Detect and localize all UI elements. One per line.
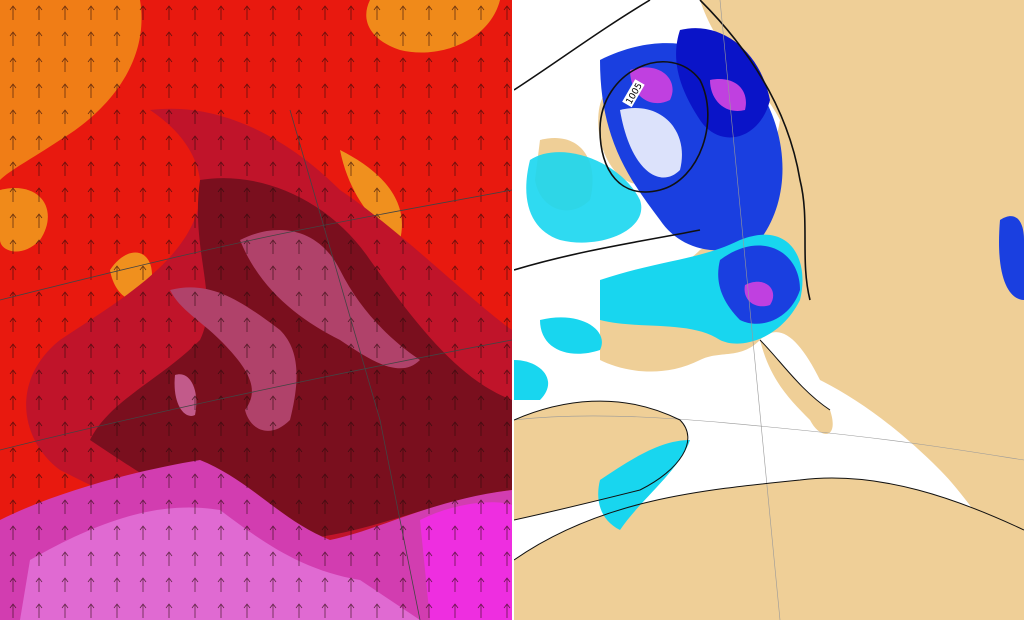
graticule <box>0 109 512 620</box>
precipitation-heavy <box>999 216 1024 300</box>
precipitation-extreme <box>744 281 774 307</box>
precipitation-light <box>598 440 690 530</box>
land <box>514 478 1024 620</box>
land <box>600 0 1024 560</box>
precipitation-map: 1005 <box>514 0 1024 620</box>
isobars <box>514 0 811 301</box>
divider <box>512 0 514 620</box>
isobar-label-box <box>622 79 645 108</box>
land <box>760 340 833 434</box>
coastlines <box>514 339 1024 561</box>
temperature-map <box>0 0 512 620</box>
graticule <box>514 0 1024 620</box>
precipitation-light <box>514 317 602 400</box>
precipitation-extreme <box>630 67 746 111</box>
land <box>514 401 688 520</box>
wind-arrows <box>0 0 512 620</box>
dry-core <box>620 108 682 178</box>
